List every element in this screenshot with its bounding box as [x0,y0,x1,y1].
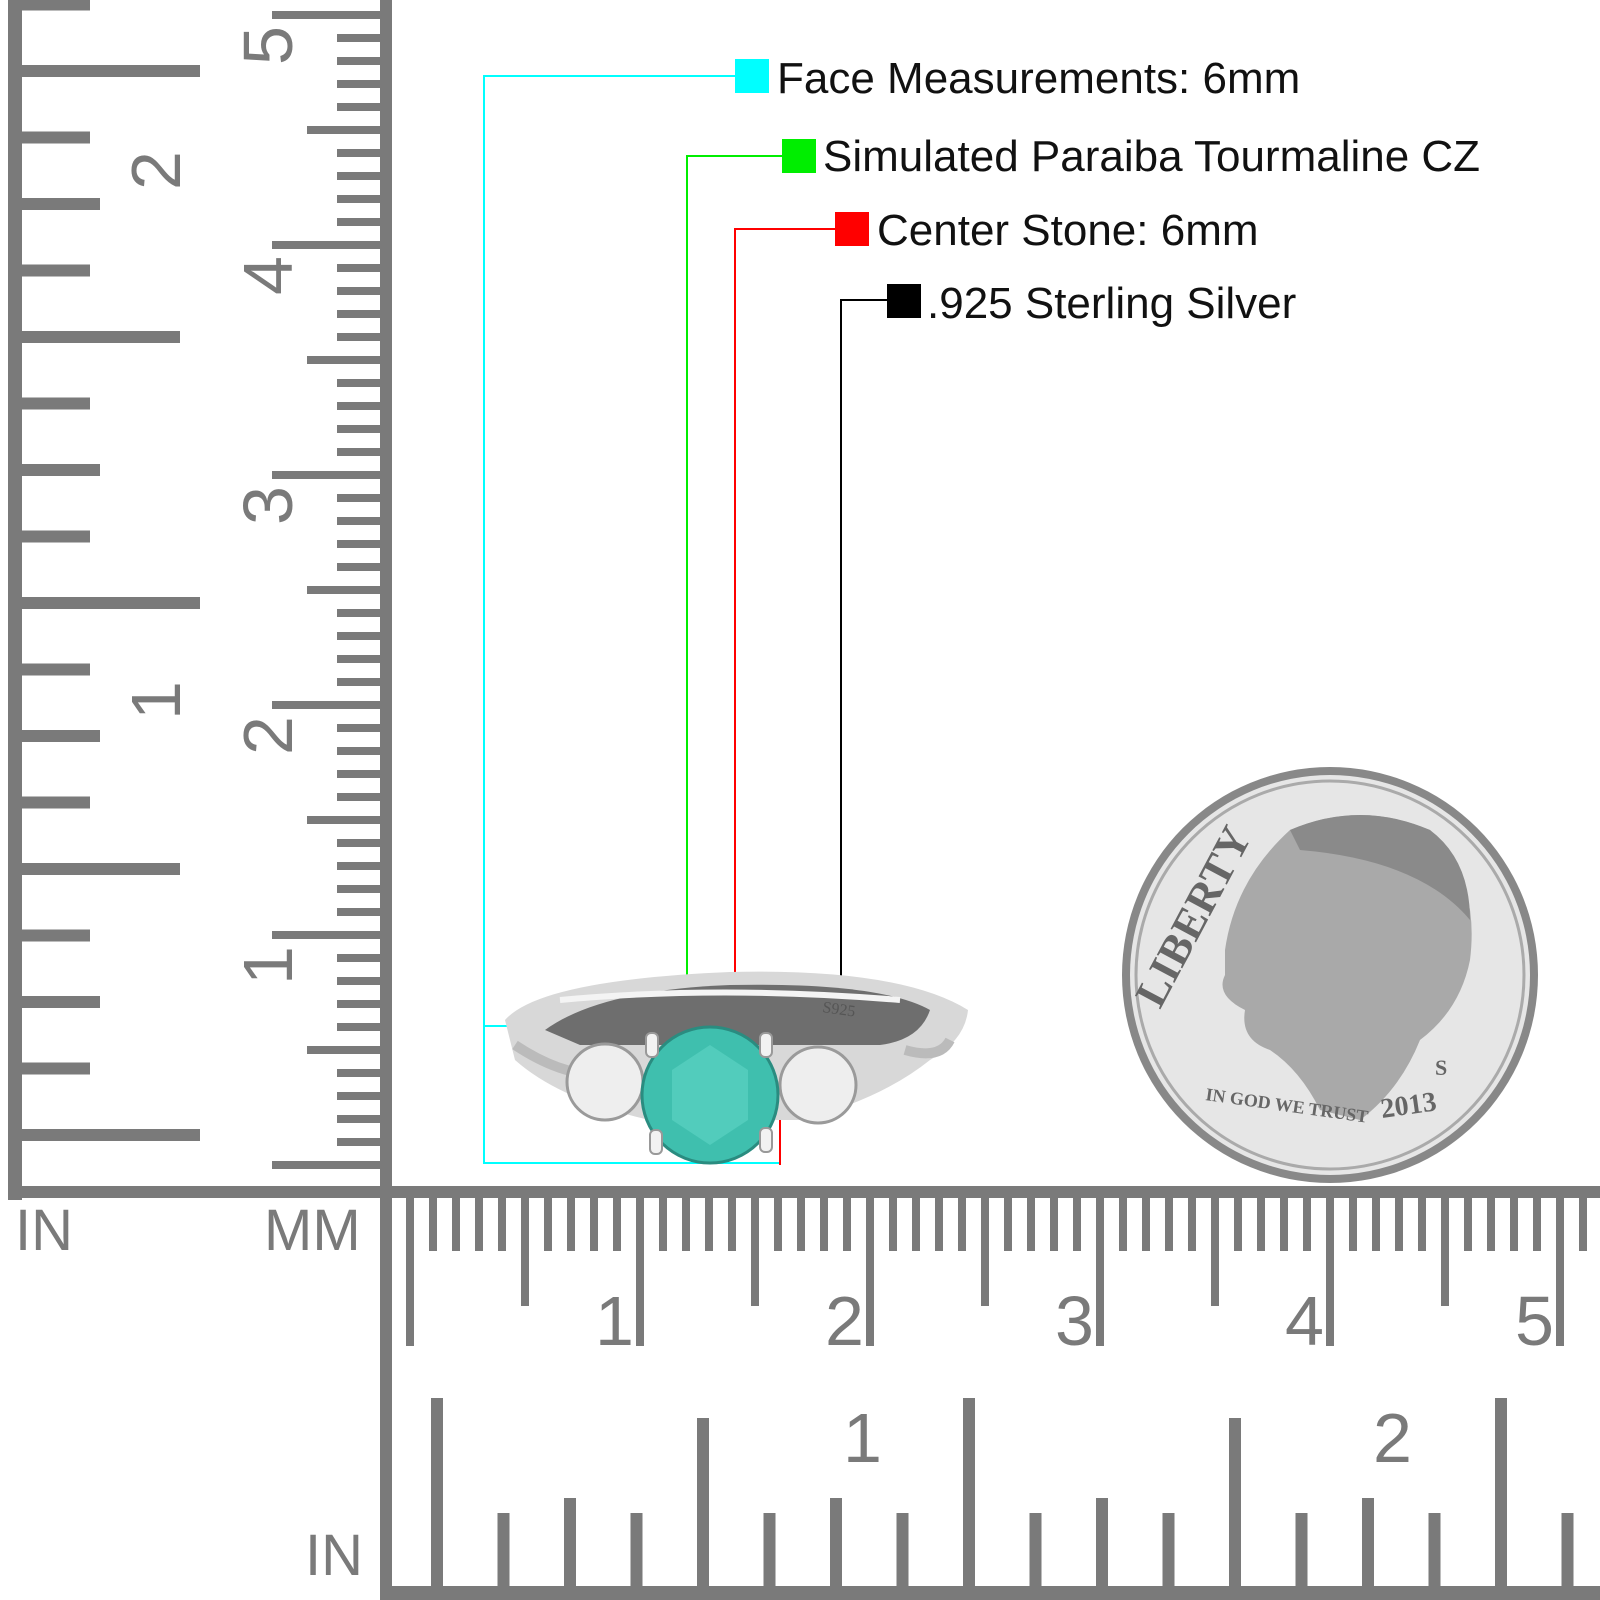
ring-image: S925 [505,971,968,1165]
horizontal-ruler-top-edge [8,1186,1600,1198]
legend-swatch-metal [887,284,921,318]
legend-swatch-stone [782,139,816,173]
horizontal-cm-label: 4 [1285,1282,1324,1360]
horizontal-ruler-left-edge [380,1186,392,1600]
vertical-inch-label: 2 [117,151,195,190]
vertical-inch-label: 1 [117,681,195,720]
vertical-cm-label: 1 [229,946,307,985]
vertical-cm-label: 2 [229,716,307,755]
ring-stamp: S925 [821,999,856,1020]
leader-line-stone [686,155,782,1075]
dime-coin: LIBERTY IN GOD WE TRUST 2013 S [1122,767,1538,1183]
horizontal-inch-label: 2 [1373,1399,1412,1477]
legend-swatch-face [735,59,769,93]
leader-line-center [734,228,835,1026]
vertical-cm-label: 5 [229,26,307,65]
vertical-cm-label: 3 [229,486,307,525]
horizontal-cm-label: 5 [1515,1282,1554,1360]
coin-mint: S [1435,1055,1447,1080]
unit-mm-label: MM [264,1198,361,1263]
legend-label-metal: .925 Sterling Silver [927,279,1296,328]
leader-line-face [483,75,780,1164]
horizontal-cm-label: 2 [825,1282,864,1360]
legend-label-face: Face Measurements: 6mm [777,54,1300,103]
unit-in-label: IN [15,1198,73,1263]
horizontal-inch-label: 1 [843,1399,882,1477]
side-stone-left [565,1042,645,1122]
legend-label-center: Center Stone: 6mm [877,206,1259,255]
vertical-ruler-right-edge [380,0,392,1200]
horizontal-cm-label: 1 [595,1282,634,1360]
leader-line-metal [840,299,887,995]
legend-label-stone: Simulated Paraiba Tourmaline CZ [823,132,1480,181]
vertical-ruler-left-edge [8,0,22,1200]
side-stone-right [778,1045,858,1125]
vertical-cm-label: 4 [229,256,307,295]
legend-swatch-center [835,212,869,246]
unit-in-bottom-label: IN [305,1523,363,1588]
coin-year: 2013 [1379,1086,1439,1124]
horizontal-cm-label: 3 [1055,1282,1094,1360]
legend: Face Measurements: 6mm Simulated Paraiba… [483,54,1480,1165]
horizontal-ruler-bottom-edge [380,1586,1600,1600]
